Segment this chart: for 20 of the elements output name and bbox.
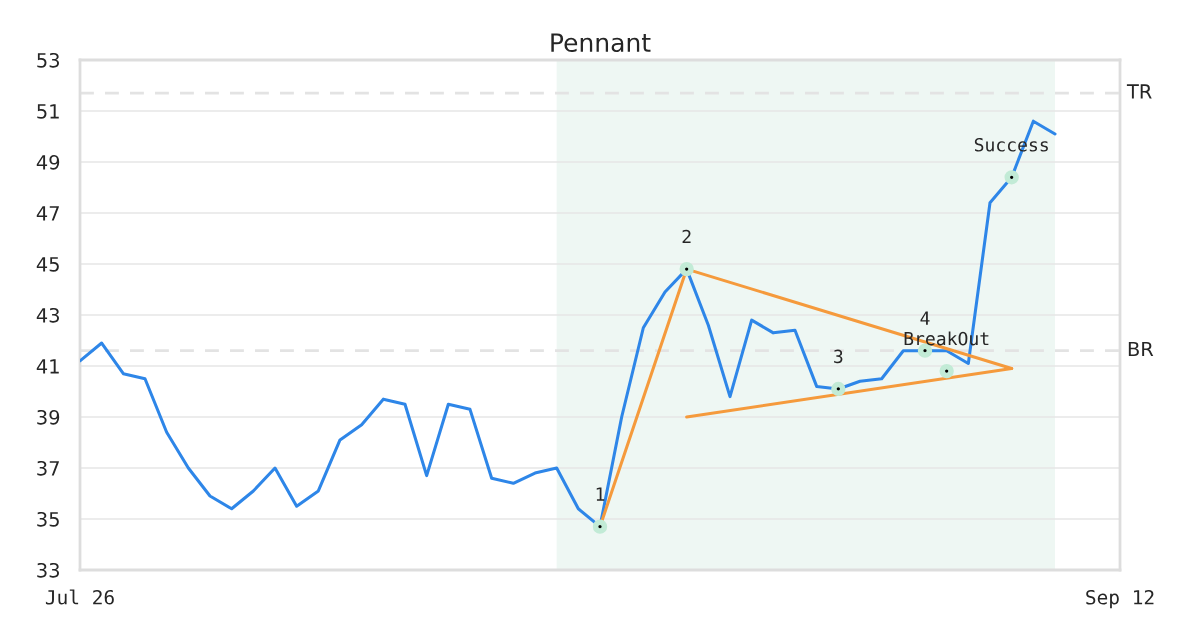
y-tick-label: 41	[36, 359, 59, 374]
x-tick-label: Jul 26	[45, 589, 114, 605]
annotation: 3	[834, 349, 843, 364]
y-tick-label: 35	[37, 511, 59, 527]
y-tick-label: 53	[37, 52, 59, 68]
y-tick-label: 33	[37, 562, 59, 578]
annotation: 2	[682, 229, 691, 244]
x-tick-label: Sep 12	[1086, 589, 1154, 609]
y-tick-label: 43	[36, 307, 59, 323]
y-tick-label: 39	[37, 409, 60, 425]
chart-title: Pennant	[551, 33, 651, 53]
ref-line-label: TR	[1126, 84, 1152, 99]
y-tick-label: 51	[37, 104, 59, 119]
y-tick-label: 45	[36, 257, 59, 272]
annotation: 1	[596, 487, 605, 501]
ref-line-label: BR	[1128, 341, 1154, 357]
y-tick-label: 49	[36, 154, 60, 170]
y-tick-label: 37	[37, 460, 59, 476]
y-tick-label: 47	[36, 206, 59, 221]
annotation: 4	[920, 311, 930, 325]
